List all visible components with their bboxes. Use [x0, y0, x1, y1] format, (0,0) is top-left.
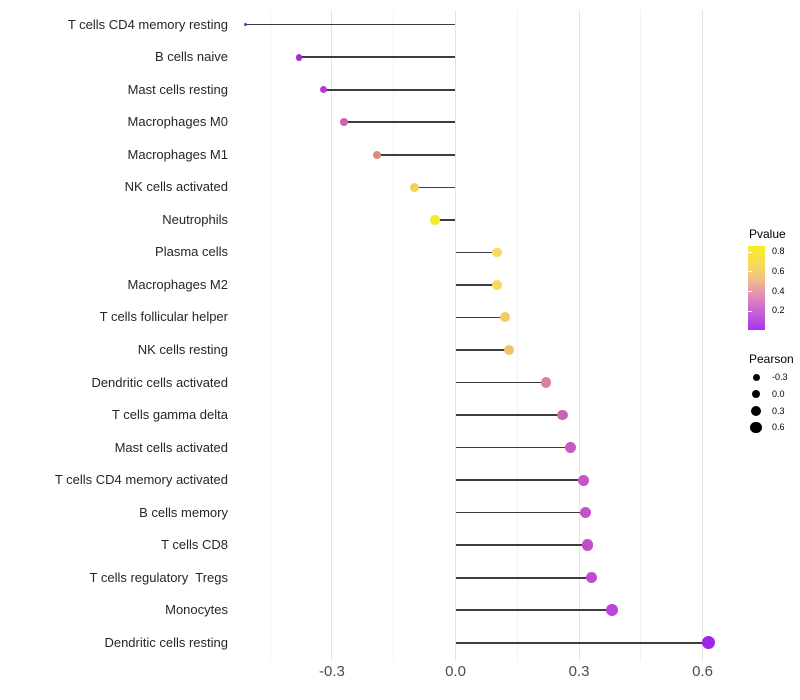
y-axis-label: Macrophages M0 [127, 114, 228, 130]
minor-gridline [269, 10, 271, 661]
y-axis-label: Dendritic cells resting [104, 634, 228, 650]
lollipop-dot [585, 572, 598, 584]
colorbar-tick-label: 0.4 [772, 285, 785, 296]
lollipop-stem [299, 56, 456, 59]
lollipop-stem [323, 88, 456, 91]
colorbar-tick-mark [748, 310, 752, 312]
lollipop-stem [455, 576, 592, 579]
y-axis-label: T cells CD4 memory resting [67, 16, 228, 32]
lollipop-dot [540, 377, 552, 388]
lollipop-stem [455, 511, 586, 514]
minor-gridline [640, 10, 642, 661]
lollipop-stem [455, 414, 563, 416]
size-legend-label: -0.3 [772, 372, 788, 383]
lollipop-dot [579, 507, 591, 519]
lollipop-dot [581, 539, 593, 551]
pearson-legend-title: Pearson [749, 352, 794, 366]
lollipop-stem [414, 186, 456, 189]
lollipop-stem [455, 446, 571, 449]
y-axis-label: T cells CD8 [161, 537, 228, 553]
size-legend-dot [751, 406, 761, 416]
colorbar-tick-mark [748, 271, 752, 273]
lollipop-stem [455, 316, 505, 319]
colorbar-tick-label: 0.8 [772, 246, 785, 257]
minor-gridline [516, 10, 518, 661]
lollipop-stem [434, 219, 456, 221]
lollipop-stem [455, 479, 584, 481]
pvalue-colorbar [748, 246, 765, 330]
y-axis-label: T cells regulatory Tregs [89, 569, 228, 585]
lollipop-dot [320, 86, 328, 94]
y-axis-label: Plasma cells [155, 244, 228, 260]
x-tick-label: 0.6 [692, 663, 713, 680]
y-axis-label: Monocytes [165, 602, 228, 618]
colorbar-tick-label: 0.2 [772, 305, 785, 316]
minor-gridline [393, 10, 395, 661]
lollipop-stem [344, 121, 456, 124]
lollipop-stem [455, 381, 547, 384]
lollipop-dot [577, 474, 589, 486]
pvalue-legend-title: Pvalue [749, 227, 786, 241]
lollipop-dot [491, 280, 502, 290]
y-axis-label: B cells memory [139, 504, 228, 520]
colorbar-tick-mark [748, 251, 752, 253]
colorbar-tick-label: 0.6 [772, 265, 785, 276]
x-tick-label: -0.3 [319, 663, 345, 680]
lollipop-dot [565, 442, 577, 454]
lollipop-stem [455, 251, 497, 254]
y-axis-label: NK cells resting [137, 342, 228, 357]
y-axis-label: Macrophages M2 [127, 276, 228, 292]
y-axis-label: T cells follicular helper [99, 309, 228, 325]
y-axis-label: Neutrophils [162, 211, 228, 227]
major-gridline [578, 10, 580, 661]
lollipop-dot [701, 636, 716, 650]
y-axis-label: T cells gamma delta [111, 407, 228, 423]
lollipop-stem [455, 544, 588, 546]
y-axis-label: B cells naive [155, 49, 228, 65]
size-legend-label: 0.6 [772, 421, 785, 432]
lollipop-stem [377, 154, 456, 156]
y-axis-label: Macrophages M1 [127, 146, 228, 162]
lollipop-dot [491, 247, 502, 258]
size-legend-dot [752, 374, 760, 382]
major-gridline [331, 10, 333, 661]
lollipop-stem [455, 284, 497, 286]
lollipop-stem [455, 641, 709, 644]
lollipop-dot [504, 345, 515, 355]
lollipop-dot [606, 604, 618, 617]
x-tick-label: 0.0 [445, 663, 466, 680]
lollipop-dot [557, 409, 568, 421]
y-axis-label: T cells CD4 memory activated [54, 472, 228, 488]
lollipop-stem [455, 349, 510, 351]
lollipop-dot [409, 182, 419, 192]
size-legend-dot [751, 389, 761, 399]
lollipop-dot [430, 215, 440, 225]
y-axis-label: Mast cells resting [127, 81, 228, 97]
lollipop-dot [340, 118, 349, 127]
size-legend-dot [750, 421, 762, 434]
lollipop-dot [243, 22, 248, 27]
colorbar-tick-mark [748, 291, 752, 293]
lollipop-dot [373, 150, 382, 159]
major-gridline [702, 10, 704, 661]
y-axis-label: NK cells activated [124, 179, 228, 195]
lollipop-dot [295, 53, 303, 61]
lollipop-dot [499, 312, 510, 323]
size-legend-label: 0.3 [772, 405, 785, 416]
size-legend-label: 0.0 [772, 388, 785, 399]
lollipop-stem [455, 609, 612, 612]
y-axis-label: Mast cells activated [114, 439, 228, 455]
x-tick-label: 0.3 [568, 663, 590, 680]
lollipop-stem [245, 23, 456, 26]
y-axis-label: Dendritic cells activated [91, 374, 228, 390]
major-gridline [455, 10, 456, 661]
